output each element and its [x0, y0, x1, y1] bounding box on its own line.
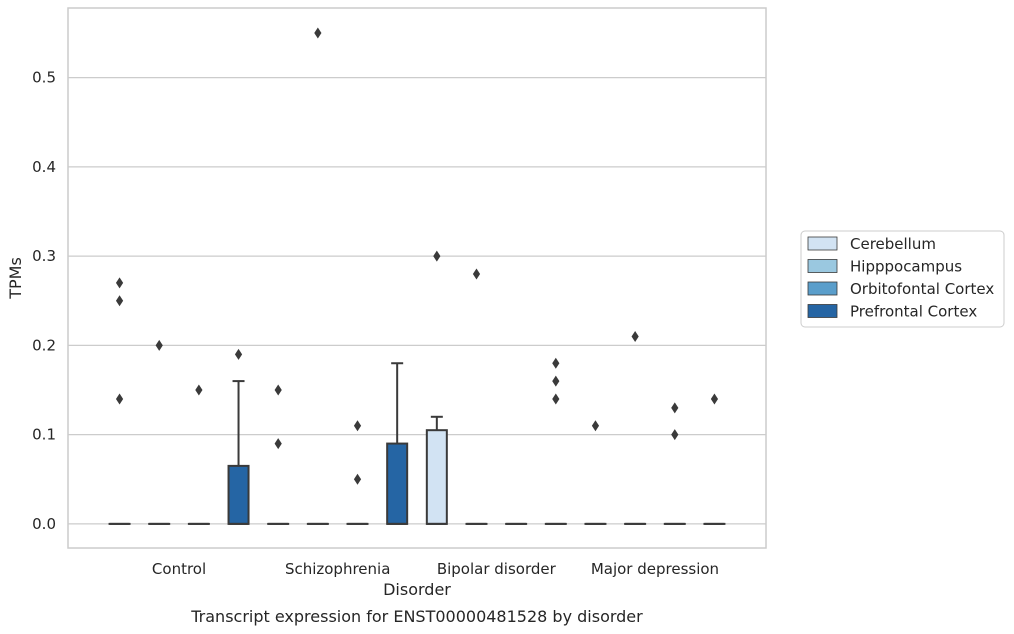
- box-body: [425, 429, 448, 525]
- y-tick-label: 0.0: [32, 515, 56, 533]
- x-tick-labels: Control Schizophrenia Bipolar disorder Majo…: [152, 560, 719, 578]
- outlier-point: [433, 250, 441, 262]
- box-cerebellum-major-depression: [584, 420, 607, 525]
- chart-caption: Transcript expression for ENST0000048152…: [190, 607, 643, 626]
- y-tick-label: 0.4: [32, 158, 56, 176]
- x-tick-label: Schizophrenia: [285, 560, 390, 578]
- box-groups: [108, 27, 726, 525]
- y-tick-labels: 0.0 0.1 0.2 0.3 0.4 0.5: [32, 69, 56, 533]
- box-cerebellum-control: [108, 277, 131, 525]
- y-tick-label: 0.3: [32, 247, 56, 265]
- x-axis-label: Disorder: [383, 580, 451, 599]
- x-tick-label: Bipolar disorder: [437, 560, 557, 578]
- box-body: [227, 464, 250, 525]
- box-cerebellum-bipolar-disorder: [425, 250, 448, 525]
- outlier-point: [671, 429, 679, 441]
- outlier-point: [671, 402, 679, 414]
- y-tick-label: 0.2: [32, 336, 56, 354]
- outlier-point: [472, 268, 481, 280]
- outlier-point: [552, 357, 560, 369]
- y-tick-label: 0.1: [32, 426, 56, 444]
- outlier-point: [115, 393, 124, 405]
- legend-label: Prefrontal Cortex: [850, 303, 977, 321]
- outlier-point: [591, 420, 600, 432]
- outlier-point: [353, 420, 362, 432]
- box-orbitofontal-cortex-schizophrenia: [346, 420, 369, 525]
- box-hipppocampus-control: [148, 339, 171, 525]
- box-hipppocampus-major-depression: [624, 330, 647, 525]
- outlier-point: [195, 384, 203, 396]
- box-hipppocampus-schizophrenia: [306, 27, 329, 525]
- y-axis-label: TPMs: [6, 257, 25, 300]
- box-orbitofontal-cortex-major-depression: [663, 402, 686, 525]
- outlier-point: [274, 438, 282, 450]
- legend-swatch: [807, 236, 838, 251]
- box-orbitofontal-cortex-control: [187, 384, 210, 525]
- x-tick-label: Control: [152, 560, 206, 578]
- legend-swatch: [807, 259, 838, 273]
- legend-label: Orbitofontal Cortex: [850, 280, 994, 298]
- legend-label: Hipppocampus: [850, 258, 962, 276]
- plot-frame: [67, 7, 767, 549]
- box-prefrontal-cortex-major-depression: [703, 393, 726, 525]
- outlier-point: [155, 339, 163, 351]
- legend: Cerebellum Hipppocampus Orbitofontal Corte…: [800, 230, 1005, 328]
- outlier-point: [710, 393, 719, 405]
- box-cerebellum-schizophrenia: [267, 384, 290, 525]
- legend-frame: [800, 230, 1005, 328]
- outlier-point: [274, 384, 282, 396]
- legend-label: Cerebellum: [850, 235, 936, 253]
- legend-swatch: [807, 281, 838, 296]
- x-tick-label: Major depression: [591, 560, 719, 578]
- outlier-point: [234, 348, 243, 360]
- outlier-point: [314, 27, 322, 39]
- box-prefrontal-cortex-bipolar-disorder: [544, 357, 567, 525]
- box-hipppocampus-bipolar-disorder: [465, 268, 488, 525]
- box-prefrontal-cortex-control: [227, 348, 250, 525]
- outlier-point: [631, 330, 639, 342]
- y-tick-label: 0.5: [32, 69, 56, 87]
- outlier-point: [353, 473, 362, 485]
- outlier-point: [552, 393, 560, 405]
- gridlines: [68, 77, 766, 525]
- outlier-point: [115, 277, 124, 289]
- box-prefrontal-cortex-schizophrenia: [386, 362, 409, 525]
- outlier-point: [115, 295, 124, 307]
- outlier-point: [552, 375, 560, 387]
- box-body: [386, 442, 409, 525]
- legend-swatch: [807, 304, 838, 318]
